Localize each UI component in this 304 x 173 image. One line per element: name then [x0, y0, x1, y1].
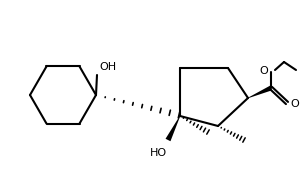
Polygon shape: [248, 86, 272, 98]
Text: O: O: [259, 66, 268, 76]
Text: OH: OH: [99, 62, 116, 72]
Text: HO: HO: [150, 148, 167, 158]
Text: O: O: [290, 99, 299, 109]
Polygon shape: [166, 116, 180, 141]
